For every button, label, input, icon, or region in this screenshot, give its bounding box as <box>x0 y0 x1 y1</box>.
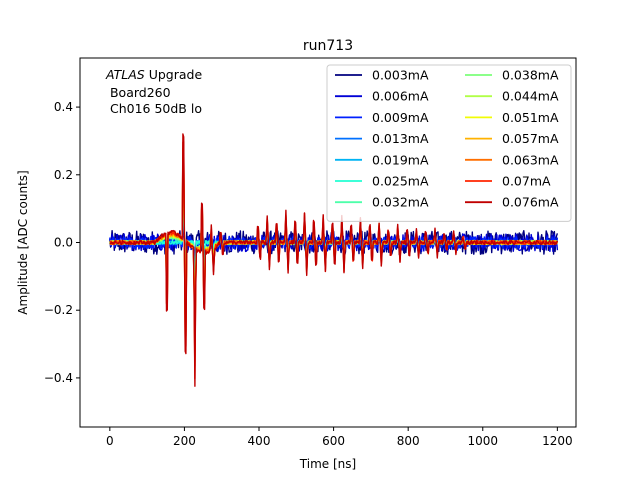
legend-entry: 0.003mA <box>335 68 429 83</box>
legend-entry: 0.063mA <box>465 152 559 167</box>
x-tick-label: 200 <box>173 434 196 448</box>
series-traces <box>109 133 559 387</box>
annotation-board: Board260 <box>106 85 171 100</box>
chart-title: run713 <box>303 38 353 54</box>
legend-entry: 0.032mA <box>335 195 429 210</box>
legend-label: 0.057mA <box>502 131 559 146</box>
legend-label: 0.076mA <box>502 195 559 210</box>
x-tick-label: 0 <box>106 434 114 448</box>
legend-entry: 0.057mA <box>465 131 559 146</box>
y-axis: −0.4 −0.2 0.0 0.2 0.4 <box>44 100 80 385</box>
legend-label: 0.032mA <box>372 195 429 210</box>
legend-entry: 0.025mA <box>335 174 429 189</box>
series-line <box>109 133 559 387</box>
legend-entry: 0.019mA <box>335 152 429 167</box>
legend-label: 0.009mA <box>372 110 429 125</box>
y-tick-label: 0.0 <box>54 236 73 250</box>
legend-entry: 0.076mA <box>465 195 559 210</box>
x-tick-label: 400 <box>248 434 271 448</box>
y-tick-label: −0.4 <box>44 371 73 385</box>
x-tick-label: 1000 <box>467 434 498 448</box>
x-axis: 0 200 400 600 800 1000 1200 <box>106 427 573 448</box>
annotation-channel: Ch016 50dB lo <box>106 101 202 116</box>
x-axis-label: Time [ns] <box>299 457 356 471</box>
atlas-annotation: ATLAS Upgrade Board260 Ch016 50dB lo <box>105 67 202 116</box>
legend-entry: 0.051mA <box>465 110 559 125</box>
x-tick-label: 600 <box>322 434 345 448</box>
annotation-upgrade: Upgrade <box>145 67 203 82</box>
legend-entry: 0.009mA <box>335 110 429 125</box>
y-tick-label: −0.2 <box>44 303 73 317</box>
x-tick-label: 800 <box>397 434 420 448</box>
legend-label: 0.025mA <box>372 174 429 189</box>
legend-label: 0.063mA <box>502 152 559 167</box>
legend-entry: 0.038mA <box>465 68 559 83</box>
legend-label: 0.044mA <box>502 89 559 104</box>
x-tick-label: 1200 <box>542 434 573 448</box>
legend-entry: 0.07mA <box>465 174 551 189</box>
legend: 0.003mA 0.006mA 0.009mA 0.013mA 0.019mA 0.025… <box>326 64 572 222</box>
y-axis-label: Amplitude [ADC counts] <box>16 170 30 314</box>
legend-label: 0.019mA <box>372 152 429 167</box>
y-tick-label: 0.2 <box>54 168 73 182</box>
y-tick-label: 0.4 <box>54 100 73 114</box>
legend-entry: 0.013mA <box>335 131 429 146</box>
legend-label: 0.051mA <box>502 110 559 125</box>
annotation-line-1: ATLAS Upgrade <box>105 67 202 82</box>
legend-entry: 0.006mA <box>335 89 429 104</box>
legend-label: 0.003mA <box>372 68 429 83</box>
legend-frame <box>326 64 572 222</box>
legend-label: 0.013mA <box>372 131 429 146</box>
legend-label: 0.038mA <box>502 68 559 83</box>
legend-label: 0.006mA <box>372 89 429 104</box>
legend-entry: 0.044mA <box>465 89 559 104</box>
annotation-atlas: ATLAS <box>105 67 145 82</box>
legend-label: 0.07mA <box>502 174 551 189</box>
